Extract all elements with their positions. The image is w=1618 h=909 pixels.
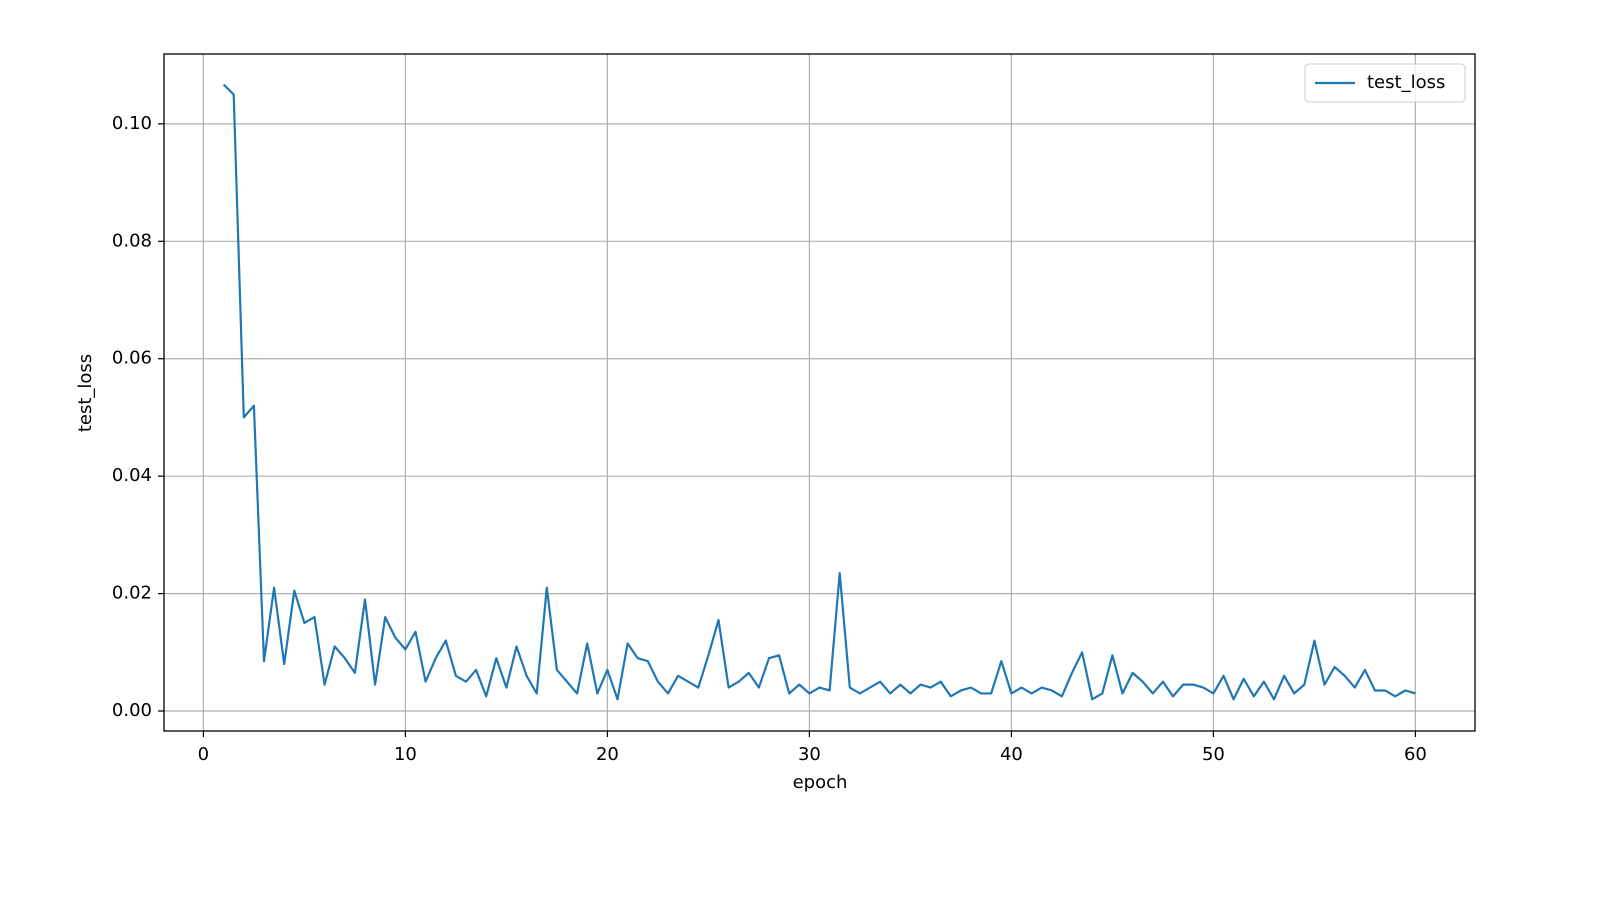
x-axis-label: epoch bbox=[793, 772, 848, 793]
x-tick-label: 20 bbox=[596, 744, 619, 765]
y-tick-label: 0.08 bbox=[112, 230, 152, 251]
y-axis-label: test_loss bbox=[75, 354, 96, 432]
x-tick-label: 60 bbox=[1404, 744, 1427, 765]
y-tick-label: 0.04 bbox=[112, 465, 152, 486]
x-tick-label: 40 bbox=[1000, 744, 1023, 765]
x-tick-label: 0 bbox=[198, 744, 209, 765]
x-tick-label: 10 bbox=[394, 744, 417, 765]
legend-box bbox=[1304, 63, 1466, 103]
data-line bbox=[222, 83, 1416, 701]
x-tick-label: 50 bbox=[1202, 744, 1225, 765]
y-tick-label: 0.02 bbox=[112, 583, 152, 604]
plot-frame bbox=[163, 53, 1476, 732]
y-tick-label: 0.06 bbox=[112, 348, 152, 369]
y-tick-label: 0.00 bbox=[112, 700, 152, 721]
x-tick-label: 30 bbox=[798, 744, 821, 765]
legend-label: test_loss bbox=[1367, 72, 1445, 93]
y-tick-label: 0.10 bbox=[112, 113, 152, 134]
